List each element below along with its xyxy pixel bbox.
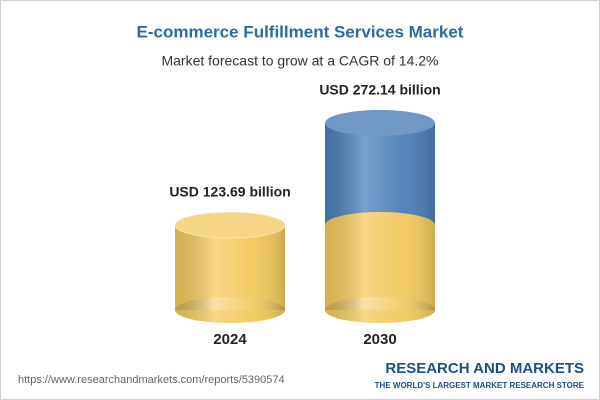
chart-title: E-commerce Fulfillment Services Market (137, 22, 464, 41)
cylinder-shade (175, 225, 285, 310)
cylinder (325, 110, 435, 323)
cylinder (174, 211, 286, 323)
category-label: 2024 (213, 331, 247, 348)
value-label: USD 123.69 billion (169, 184, 290, 200)
category-label: 2030 (363, 331, 396, 348)
cylinder-top (325, 110, 435, 136)
brand-tagline: THE WORLD'S LARGEST MARKET RESEARCH STOR… (375, 381, 585, 390)
cylinder-shade (325, 123, 435, 226)
segment-joint-shade (325, 212, 435, 239)
cylinder-shade (325, 225, 435, 310)
cylinder-top (174, 211, 286, 239)
value-label: USD 272.14 billion (319, 82, 440, 98)
source-url: https://www.researchandmarkets.com/repor… (18, 374, 285, 386)
cylinder-top-highlight (175, 212, 285, 239)
brand-name: RESEARCH AND MARKETS (385, 360, 584, 377)
chart-subtitle: Market forecast to grow at a CAGR of 14.… (161, 53, 438, 69)
cylinder-top-highlight (325, 110, 435, 136)
